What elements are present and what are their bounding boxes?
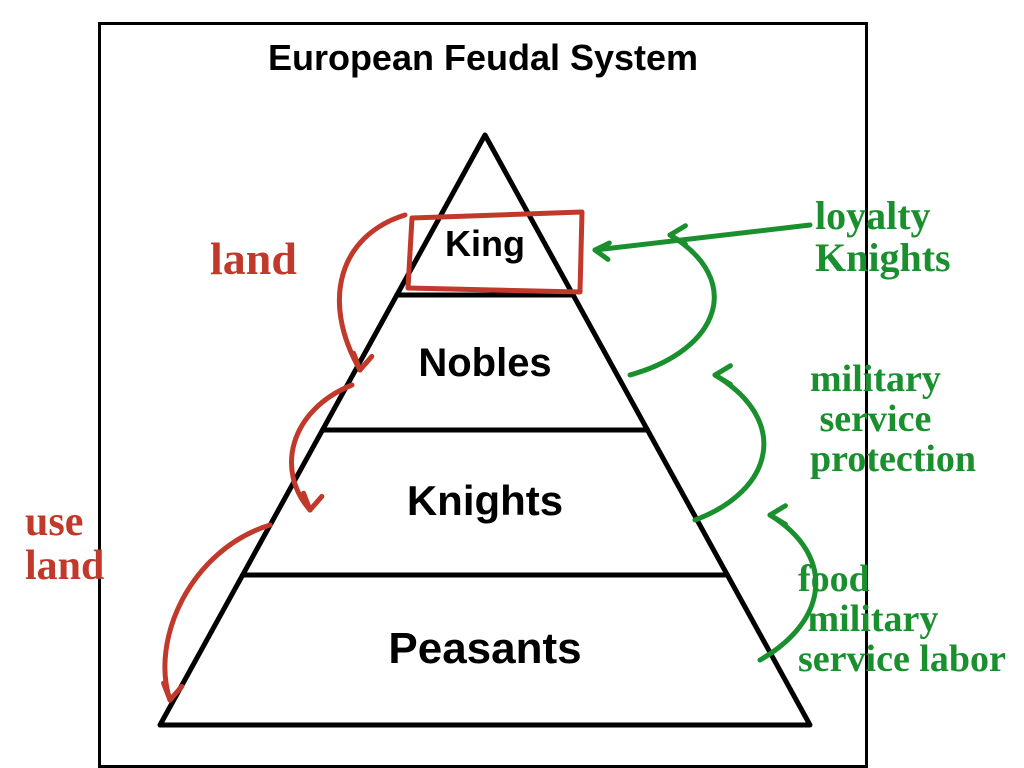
annotation-use-land: use land [25,500,104,588]
annotation-food: food military service labor [798,560,1006,680]
level-king: King [445,223,525,265]
level-knights: Knights [407,477,563,525]
annotation-military: military service protection [810,360,976,480]
diagram-title: European Feudal System [101,37,865,79]
level-peasants: Peasants [388,624,581,674]
annotation-loyalty: loyalty Knights [815,195,951,279]
annotation-land: land [210,235,297,283]
level-nobles: Nobles [418,341,551,386]
